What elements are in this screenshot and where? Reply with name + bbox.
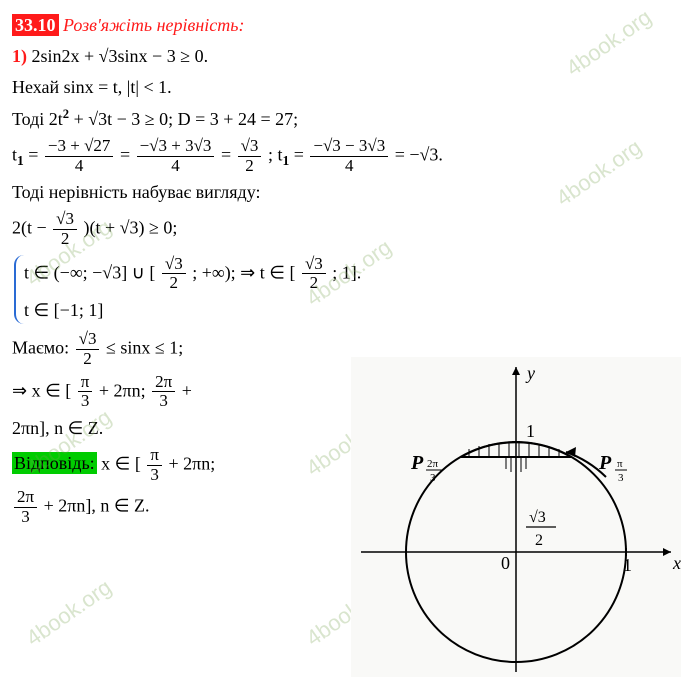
sub: 1 [17,153,24,168]
den: 2 [302,274,326,293]
unit-circle-diagram: x y 0 1 1 √3 2 P 2π 3 P π 3 [351,357,681,677]
tail: = −√3. [395,144,443,164]
num: √3 [238,137,262,157]
text: + [182,380,192,400]
den: 3 [14,508,37,527]
brace-system: t ∈ (−∞; −√3] ∪ [ √32 ; +∞); ⇒ t ∈ [ √32… [14,255,683,324]
text: )(t + √3) ≥ 0; [84,218,178,238]
den: 2 [162,274,186,293]
header: 33.10 Розв'яжіть нерівність: [12,12,683,39]
num: 2π [152,373,175,393]
den: 3 [147,466,162,485]
text: 2(t − [12,218,51,238]
num: π [147,446,162,466]
line-4: t1 = −3 + √274 = −√3 + 3√34 = √32 ; t1 =… [12,137,683,175]
problem-number: 33.10 [12,14,59,36]
fraction: √32 [302,255,326,293]
num: π [78,373,93,393]
fraction: −√3 + 3√34 [137,137,215,175]
text: + 2πn; [168,453,215,473]
fraction: √32 [162,255,186,293]
one-y-label: 1 [526,421,535,441]
text: + 2πn], n ∈ Z. [44,496,150,516]
line-3: Тоді 2t2 + √3t − 3 ≥ 0; D = 3 + 24 = 27; [12,105,683,133]
eq: = [221,144,236,164]
den: 3 [152,392,175,411]
den: 2 [238,157,262,176]
origin-label: 0 [501,553,510,573]
fraction: −3 + √274 [45,137,114,175]
subitem-index: 1) [12,46,27,66]
answer-label: Відповідь: [12,452,97,474]
problem-title: Розв'яжіть нерівність: [63,15,244,35]
den: 4 [310,157,388,176]
chord-num: √3 [529,509,546,526]
text: Тоді 2t [12,109,63,129]
fraction: √32 [238,137,262,175]
num: √3 [302,255,326,275]
p-left-pref: P [410,452,424,474]
den: 2 [76,350,100,369]
num: √3 [53,210,77,230]
text: ⇒ x ∈ [ [12,380,71,400]
line-1: 1) 2sin2x + √3sinx − 3 ≥ 0. [12,43,683,70]
fraction: √32 [53,210,77,248]
line-5: Тоді нерівність набуває вигляду: [12,179,683,206]
text: ≤ sinx ≤ 1; [106,337,183,357]
num: −3 + √27 [45,137,114,157]
den: 4 [137,157,215,176]
text: x ∈ [ [101,453,141,473]
eq: = [24,144,43,164]
num: −√3 + 3√3 [137,137,215,157]
fraction: −√3 − 3√34 [310,137,388,175]
text: + √3t − 3 ≥ 0; D = 3 + 24 = 27; [69,109,298,129]
watermark: 4book.org [21,574,116,651]
p-right-den: 3 [618,472,624,484]
eq: = [289,144,308,164]
fraction: √32 [76,330,100,368]
den: 4 [45,157,114,176]
text: t ∈ (−∞; −√3] ∪ [ [24,262,155,282]
num: 2π [14,488,37,508]
expr: 2sin2x + √3sinx − 3 ≥ 0. [32,46,209,66]
num: √3 [162,255,186,275]
text: + 2πn; [99,380,150,400]
p-left-num: 2π [427,458,439,470]
den: 2 [53,230,77,249]
y-label: y [525,363,535,383]
fraction: π3 [147,446,162,484]
text: ; 1]. [332,262,361,282]
line-6: 2(t − √32 )(t + √3) ≥ 0; [12,210,683,248]
text: Маємо: [12,337,74,357]
x-label: x [672,553,681,573]
p-right-pref: P [598,452,612,474]
chord-den: 2 [535,532,543,549]
text: ; +∞); ⇒ t ∈ [ [192,262,295,282]
fraction: 2π3 [152,373,175,411]
num: −√3 − 3√3 [310,137,388,157]
eq: = [120,144,135,164]
p-right-num: π [617,458,623,470]
p-left-den: 3 [430,472,436,484]
fraction: π3 [78,373,93,411]
one-x-label: 1 [623,555,632,575]
brace-line-1: t ∈ (−∞; −√3] ∪ [ √32 ; +∞); ⇒ t ∈ [ √32… [24,255,683,293]
fraction: 2π3 [14,488,37,526]
den: 3 [78,392,93,411]
brace-line-2: t ∈ [−1; 1] [24,297,683,324]
num: √3 [76,330,100,350]
line-2: Нехай sinx = t, |t| < 1. [12,74,683,101]
